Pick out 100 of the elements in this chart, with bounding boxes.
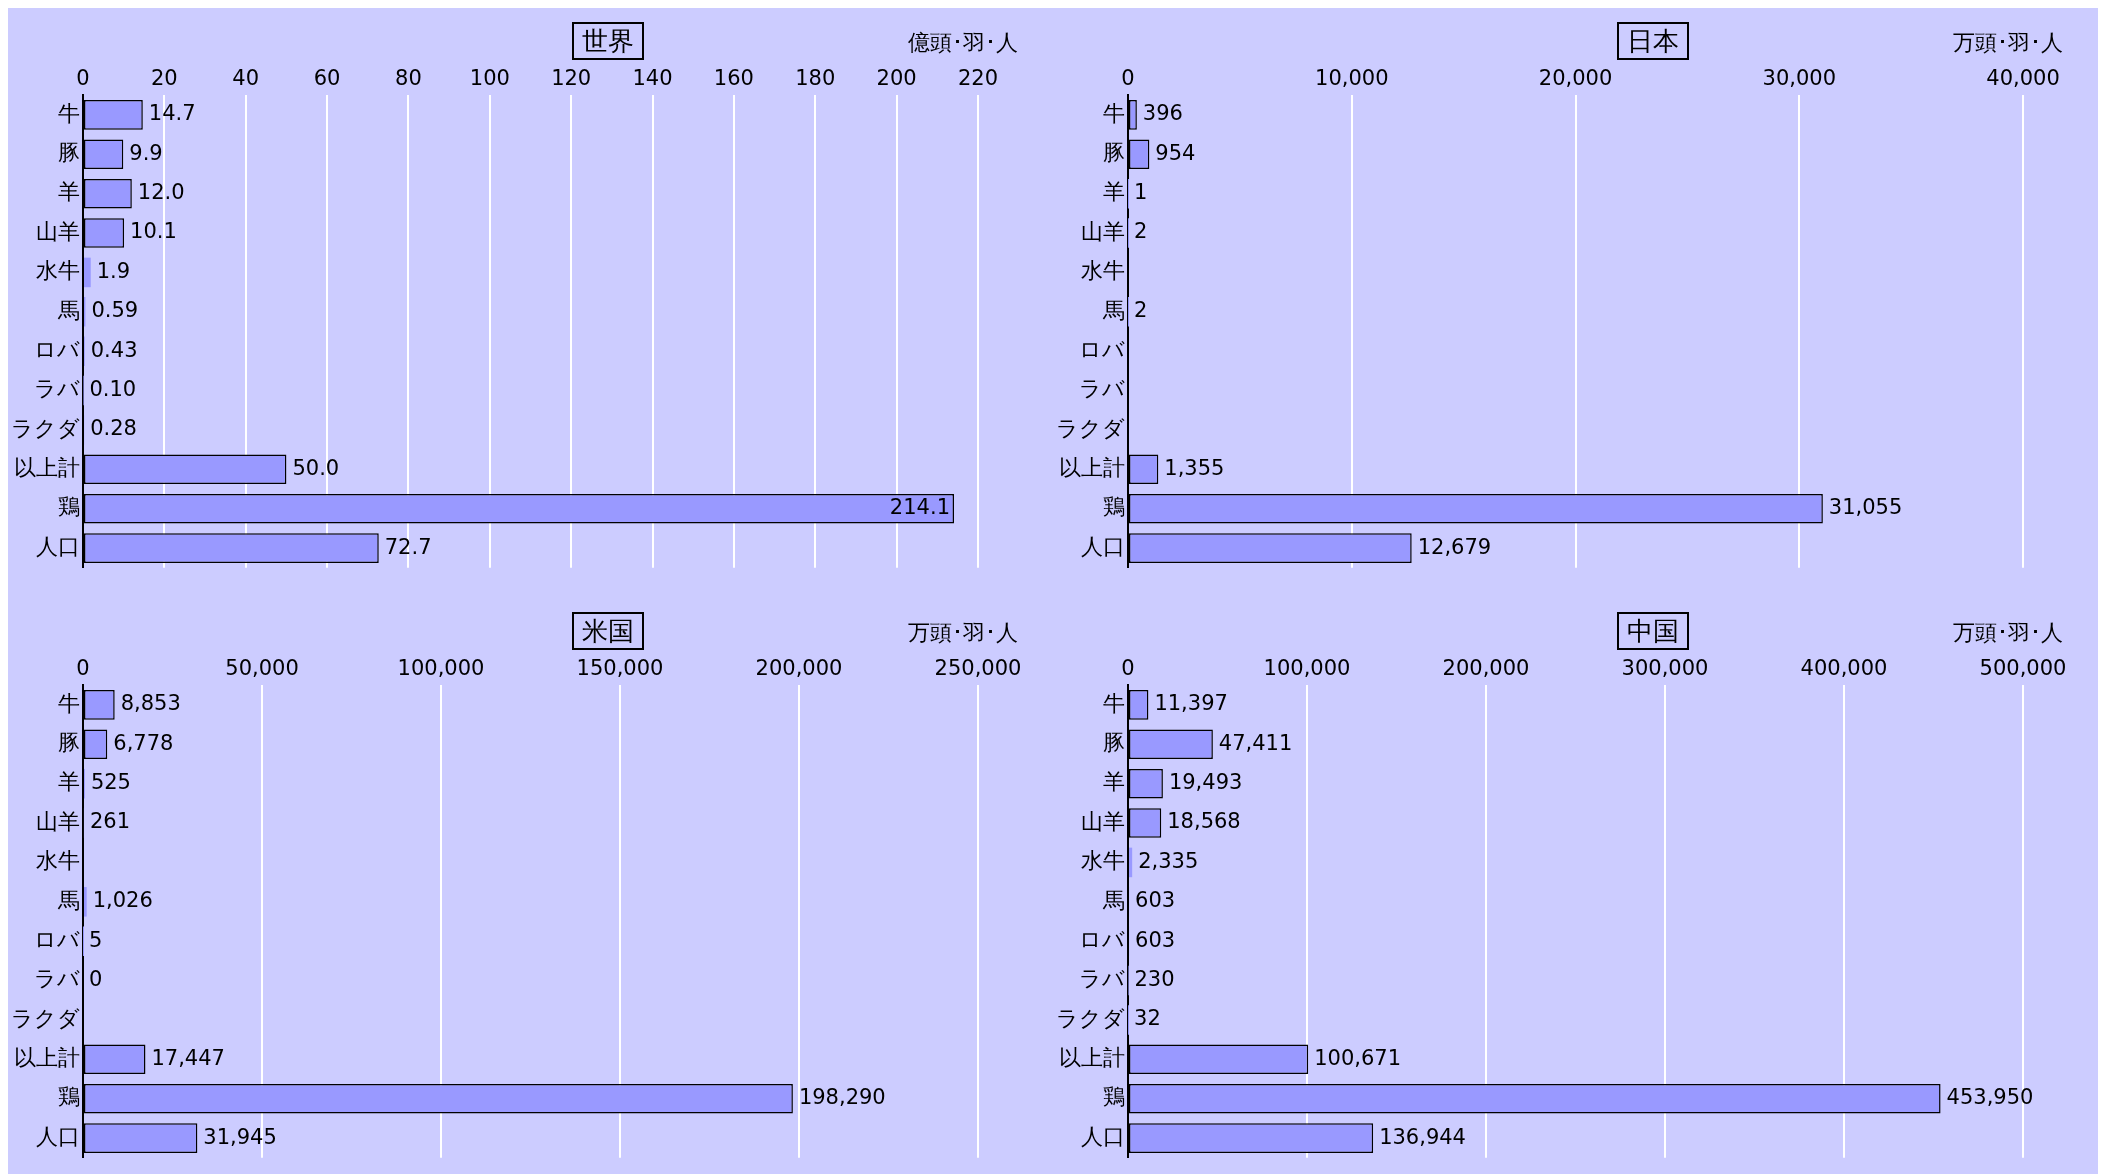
data-label: 0.43 [90,337,138,362]
data-label: 32 [1134,1006,1161,1031]
y-tick-label: 牛 [58,100,80,126]
x-tick-label: 200 [876,66,917,91]
data-label: 198,290 [798,1085,886,1110]
data-label: 72.7 [384,534,432,559]
y-tick-label: ロバ [1079,926,1125,952]
data-label: 47,411 [1218,730,1293,755]
data-label: 0.28 [90,416,137,441]
x-axis-title: 万頭･羽･人 [908,619,1018,647]
x-tick-label: 40 [232,66,260,91]
x-tick-label: 150,000 [576,656,664,681]
data-label: 6,778 [113,730,174,755]
y-tick-label: 以上計 [14,1045,80,1071]
x-tick-label: 10,000 [1315,66,1389,91]
y-tick-label: ロバ [34,926,80,952]
data-label: 214.1 [889,495,950,520]
chart-title: 米国 [572,612,644,650]
x-tick-label: 20,000 [1538,66,1613,91]
y-tick-label: 馬 [57,297,80,323]
x-tick-label: 100 [469,66,510,91]
y-tick-label: 牛 [1103,690,1125,716]
y-tick-label: 水牛 [1081,258,1125,284]
y-tick-label: 牛 [1103,100,1125,126]
data-label: 19,493 [1168,770,1243,795]
y-tick-label: ラバ [1079,376,1125,402]
x-tick-label: 40,000 [1986,66,2060,91]
y-tick-label: 山羊 [1081,218,1125,244]
y-tick-label: 羊 [58,769,80,795]
chart-title: 中国 [1617,612,1689,650]
x-tick-label: 20 [151,66,178,91]
y-tick-label: 鶏 [58,1084,80,1110]
y-tick-label: 人口 [36,1123,80,1149]
data-label: 1,355 [1164,455,1225,480]
y-tick-label: 以上計 [1059,1045,1125,1071]
x-tick-label: 0 [76,66,90,91]
data-label: 0.59 [91,298,139,323]
data-label: 453,950 [1946,1085,2034,1110]
data-label: 50.0 [292,455,340,480]
y-tick-label: 羊 [1103,179,1125,205]
data-label: 0 [89,967,103,992]
data-label: 603 [1135,888,1176,913]
y-tick-label: 水牛 [36,258,80,284]
x-tick-label: 60 [313,66,341,91]
data-label: 525 [90,770,131,795]
data-label: 136,944 [1379,1124,1466,1149]
data-label: 1.9 [96,258,131,283]
chart-title: 日本 [1617,22,1689,60]
y-tick-label: 水牛 [36,848,80,874]
x-tick-label: 0 [1121,66,1135,91]
y-tick-label: 鶏 [1103,494,1125,520]
data-label: 100,671 [1314,1045,1402,1070]
y-tick-label: 山羊 [36,218,80,244]
x-tick-label: 500,000 [1979,656,2067,681]
x-axis-title: 億頭･羽･人 [908,29,1018,57]
y-tick-label: 山羊 [1081,808,1125,834]
y-tick-label: 豚 [1103,139,1125,165]
data-label: 5 [89,927,103,952]
x-tick-label: 140 [632,66,673,91]
data-label: 2 [1134,298,1148,323]
data-label: 8,853 [120,691,181,716]
y-tick-label: 人口 [1081,1123,1125,1149]
x-tick-label: 400,000 [1800,656,1888,681]
x-tick-label: 120 [551,66,592,91]
data-label: 11,397 [1154,691,1228,716]
data-label: 603 [1135,927,1176,952]
data-label: 10.1 [130,219,177,244]
bar [84,887,87,917]
data-label: 31,945 [203,1124,277,1149]
data-label: 0.10 [89,377,137,402]
x-tick-label: 100,000 [397,656,485,681]
y-tick-label: 馬 [57,887,80,913]
x-tick-label: 160 [713,66,754,91]
y-tick-label: 豚 [1103,729,1125,755]
y-tick-label: ロバ [34,336,80,362]
x-tick-label: 180 [795,66,836,91]
y-tick-label: 以上計 [1059,455,1125,481]
x-tick-label: 50,000 [225,656,299,681]
y-tick-label: 馬 [1102,887,1125,913]
x-tick-label: 300,000 [1621,656,1709,681]
x-tick-label: 200,000 [755,656,843,681]
y-tick-label: 人口 [36,533,80,559]
data-label: 12.0 [137,180,185,205]
y-tick-label: 山羊 [36,808,80,834]
y-tick-label: ラクダ [11,1005,80,1031]
data-label: 14.7 [148,101,196,126]
y-tick-label: 鶏 [1103,1084,1125,1110]
y-tick-label: ラバ [34,376,80,402]
data-label: 18,568 [1167,809,1241,834]
y-tick-label: 羊 [1103,769,1125,795]
data-label: 31,055 [1828,495,1903,520]
data-label: 12,679 [1417,534,1492,559]
data-label: 230 [1134,967,1175,992]
y-tick-label: 鶏 [58,494,80,520]
chart-title: 世界 [572,22,644,60]
y-tick-label: 牛 [58,690,80,716]
x-tick-label: 30,000 [1762,66,1836,91]
y-tick-label: ラバ [1079,966,1125,992]
data-label: 954 [1155,140,1196,165]
y-tick-label: ロバ [1079,336,1125,362]
